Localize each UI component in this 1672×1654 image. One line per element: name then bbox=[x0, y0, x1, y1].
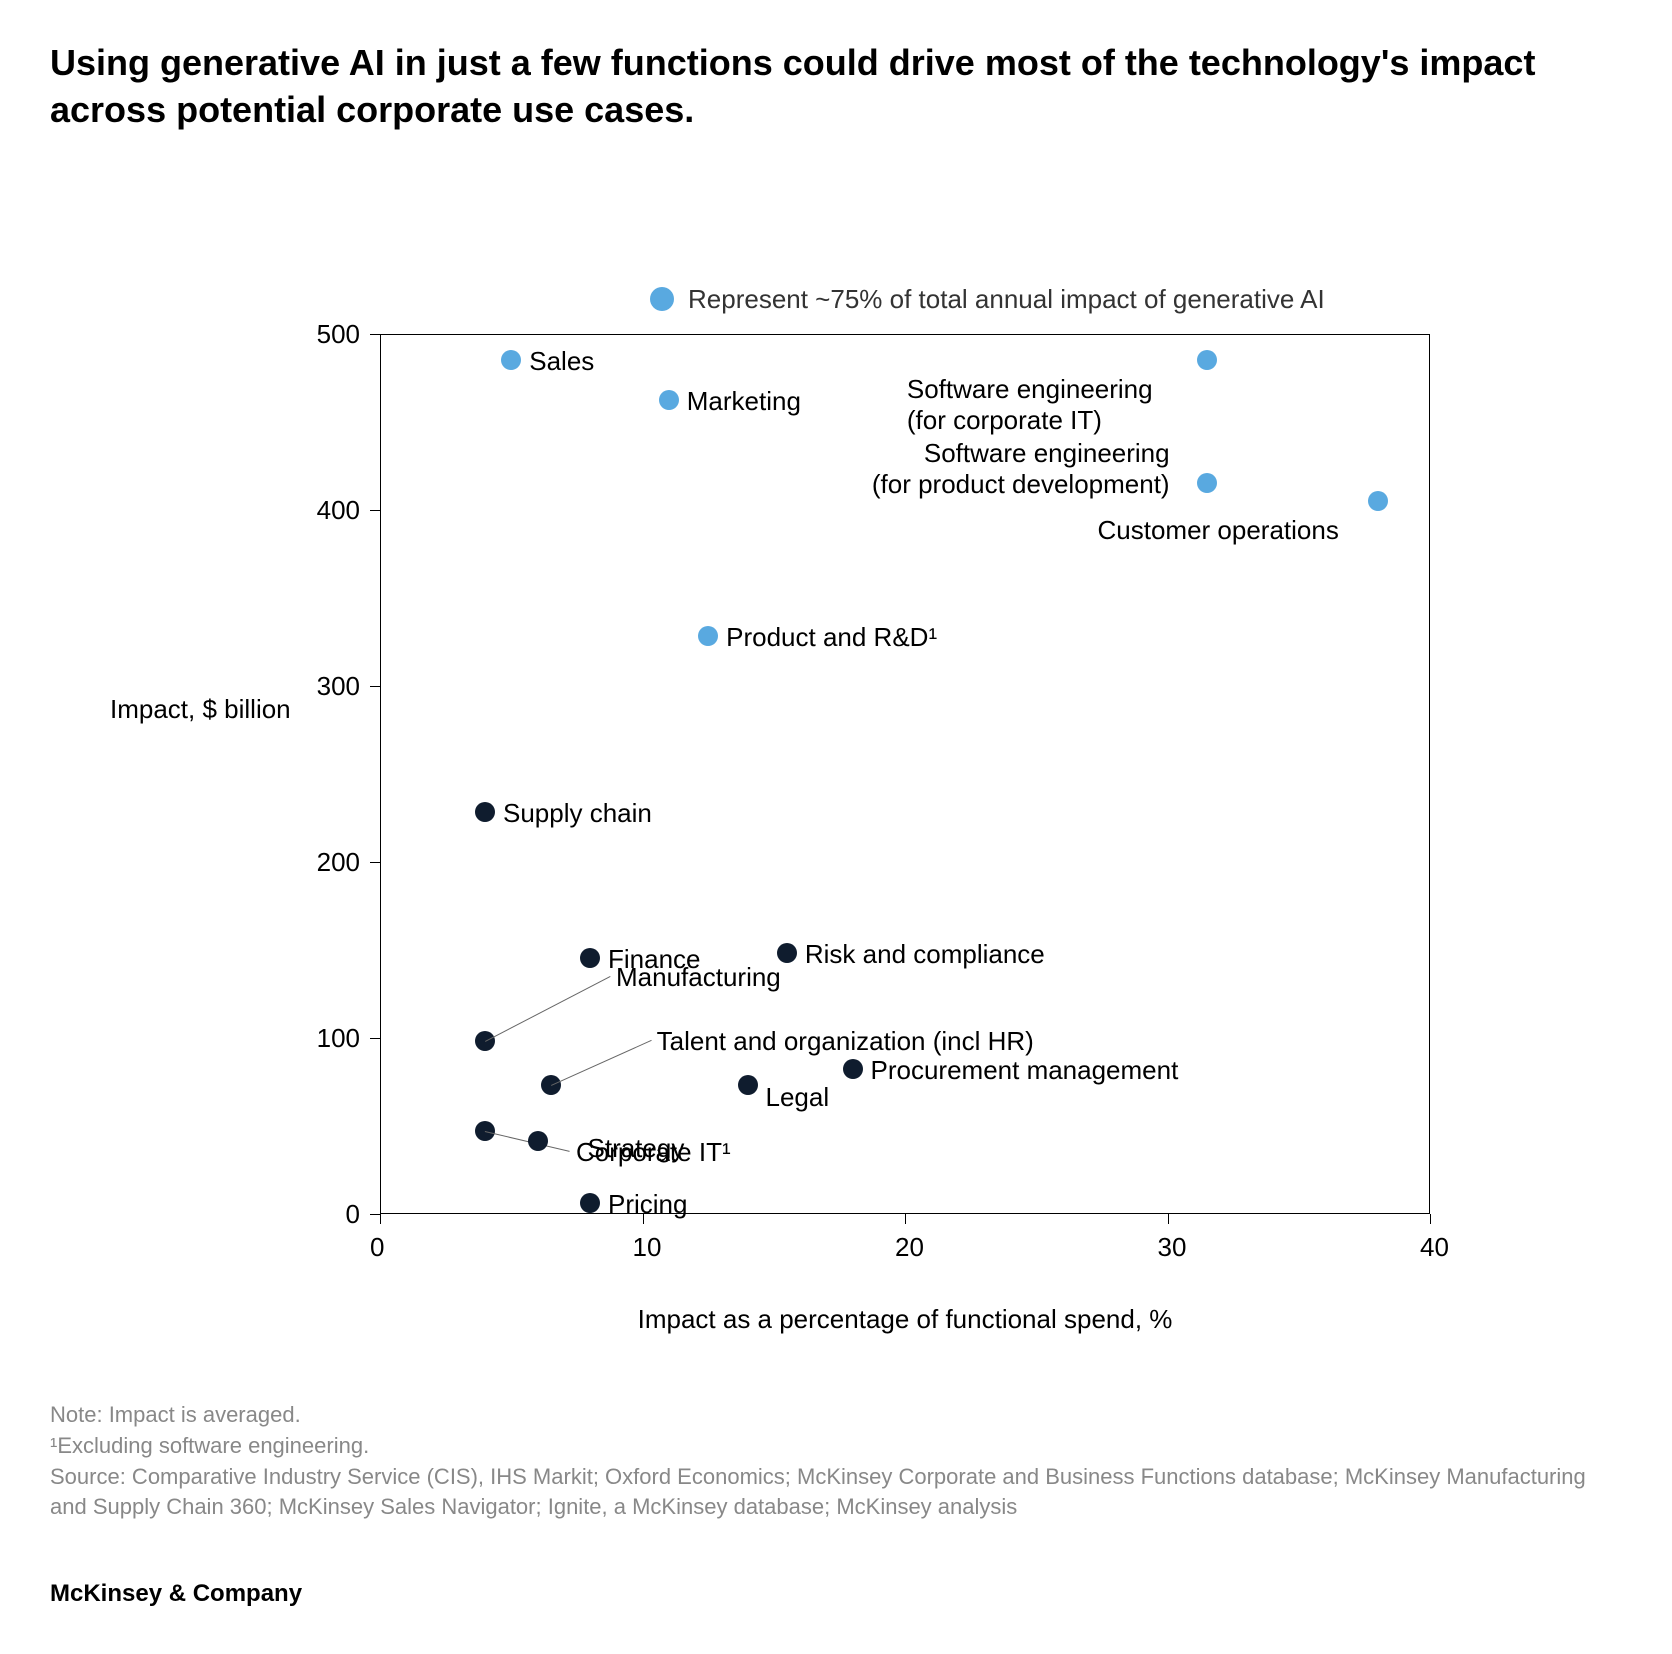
y-tick-label: 100 bbox=[317, 1023, 360, 1054]
data-point-label: Finance bbox=[608, 944, 701, 975]
x-tick-label: 10 bbox=[633, 1232, 662, 1263]
data-point bbox=[475, 802, 495, 822]
x-tick bbox=[1430, 1214, 1431, 1224]
data-point-label: Strategy bbox=[588, 1133, 685, 1164]
data-point-label: Software engineering (for corporate IT) bbox=[907, 374, 1153, 436]
x-tick-label: 30 bbox=[1158, 1232, 1187, 1263]
data-point-label: Talent and organization (incl HR) bbox=[657, 1026, 1034, 1057]
x-axis-title: Impact as a percentage of functional spe… bbox=[380, 1304, 1430, 1335]
data-point-label: Sales bbox=[529, 346, 594, 377]
data-point bbox=[777, 943, 797, 963]
data-point bbox=[1197, 473, 1217, 493]
page-title: Using generative AI in just a few functi… bbox=[50, 40, 1600, 134]
y-tick bbox=[370, 862, 380, 863]
y-axis-title: Impact, $ billion bbox=[110, 694, 291, 725]
y-tick-label: 500 bbox=[317, 319, 360, 350]
data-point bbox=[1197, 350, 1217, 370]
y-tick-label: 400 bbox=[317, 495, 360, 526]
data-point-label: Risk and compliance bbox=[805, 939, 1045, 970]
data-point bbox=[659, 390, 679, 410]
data-point-label: Marketing bbox=[687, 386, 801, 417]
y-tick bbox=[370, 1038, 380, 1039]
footnote-line: Source: Comparative Industry Service (CI… bbox=[50, 1462, 1610, 1524]
y-tick bbox=[370, 334, 380, 335]
data-point-label: Supply chain bbox=[503, 798, 652, 829]
data-point bbox=[501, 350, 521, 370]
legend-text: Represent ~75% of total annual impact of… bbox=[688, 284, 1325, 315]
y-tick bbox=[370, 510, 380, 511]
x-tick-label: 0 bbox=[370, 1232, 384, 1263]
footnote-line: ¹Excluding software engineering. bbox=[50, 1431, 1610, 1462]
data-point-label: Customer operations bbox=[1098, 515, 1339, 546]
y-tick bbox=[370, 686, 380, 687]
data-point-label: Product and R&D¹ bbox=[726, 622, 937, 653]
data-point-label: Pricing bbox=[608, 1189, 687, 1220]
data-point bbox=[843, 1059, 863, 1079]
x-tick-label: 40 bbox=[1420, 1232, 1449, 1263]
data-point bbox=[738, 1075, 758, 1095]
data-point-label: Procurement management bbox=[871, 1055, 1179, 1086]
data-point bbox=[580, 1193, 600, 1213]
x-tick bbox=[380, 1214, 381, 1224]
scatter-chart: Represent ~75% of total annual impact of… bbox=[50, 164, 1622, 1364]
data-point bbox=[580, 948, 600, 968]
y-tick-label: 200 bbox=[317, 847, 360, 878]
x-tick bbox=[1168, 1214, 1169, 1224]
data-point bbox=[698, 626, 718, 646]
footnotes: Note: Impact is averaged.¹Excluding soft… bbox=[50, 1400, 1610, 1523]
legend: Represent ~75% of total annual impact of… bbox=[650, 284, 1325, 315]
footnote-line: Note: Impact is averaged. bbox=[50, 1400, 1610, 1431]
x-tick bbox=[905, 1214, 906, 1224]
y-tick bbox=[370, 1214, 380, 1215]
y-tick-label: 300 bbox=[317, 671, 360, 702]
legend-dot-icon bbox=[650, 287, 674, 311]
x-tick-label: 20 bbox=[895, 1232, 924, 1263]
data-point bbox=[528, 1131, 548, 1151]
data-point-label: Legal bbox=[766, 1082, 830, 1113]
brand-attribution: McKinsey & Company bbox=[50, 1580, 302, 1608]
data-point-label: Software engineering (for product develo… bbox=[872, 438, 1170, 500]
data-point bbox=[1368, 491, 1388, 511]
y-tick-label: 0 bbox=[346, 1199, 360, 1230]
